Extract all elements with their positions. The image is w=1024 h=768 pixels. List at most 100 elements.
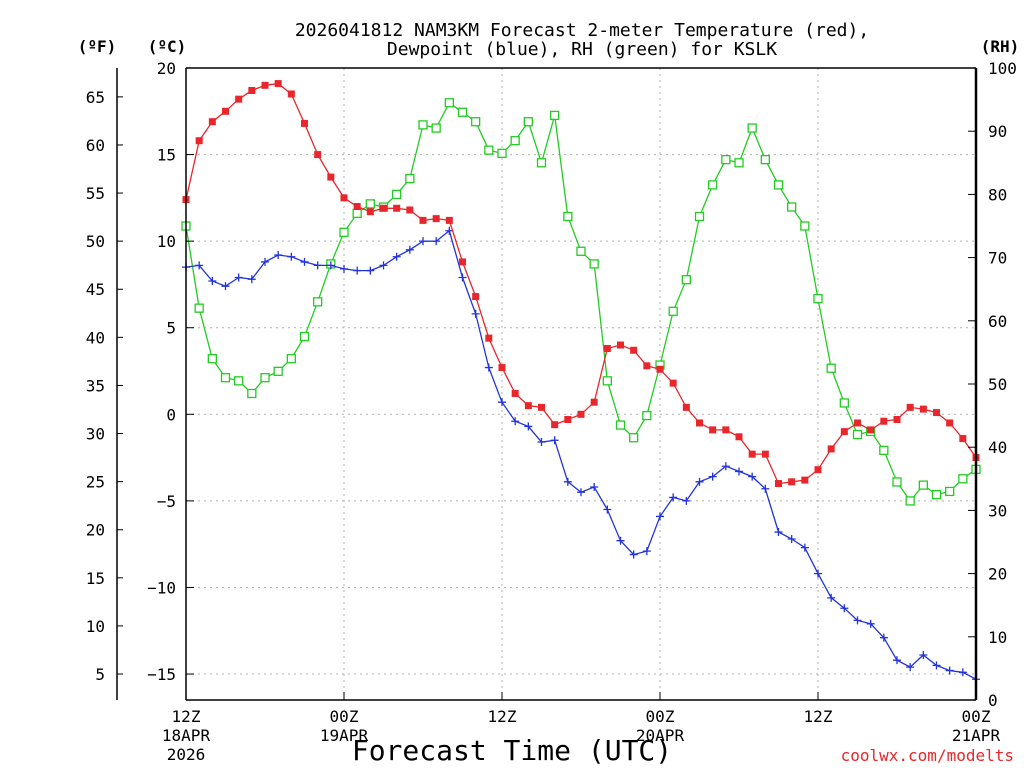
dewpoint-point xyxy=(498,398,506,407)
temp-point xyxy=(669,379,677,387)
dewpoint-point xyxy=(432,237,441,246)
rh-point xyxy=(220,373,231,383)
temp-point xyxy=(735,433,743,441)
rh-tick-label: 20 xyxy=(988,565,1007,584)
dewpoint-point xyxy=(221,282,230,291)
fahrenheit-tick-label: 50 xyxy=(86,232,105,251)
dewpoint-point xyxy=(234,273,243,282)
dewpoint-point xyxy=(577,488,585,497)
fahrenheit-tick-label: 65 xyxy=(86,88,105,107)
dewpoint-point xyxy=(958,668,967,677)
fahrenheit-tick-label: 60 xyxy=(86,136,105,155)
rh-point xyxy=(234,376,244,386)
dewpoint-point xyxy=(274,251,283,260)
temp-point xyxy=(353,203,361,211)
dewpoint-point xyxy=(682,496,691,505)
time-tick-label: 00Z xyxy=(962,707,991,726)
rh-point xyxy=(879,445,889,456)
x-axis-title: Forecast Time (UTC) xyxy=(352,734,672,767)
time-tick-label: 12Z xyxy=(172,707,201,726)
temp-point xyxy=(314,151,322,159)
temp-point xyxy=(380,204,387,212)
fahrenheit-tick-label: 45 xyxy=(86,280,105,299)
temp-point xyxy=(327,173,335,181)
dewpoint-point xyxy=(261,257,269,266)
rh-point xyxy=(747,123,757,133)
temp-point xyxy=(551,421,559,429)
rh-point xyxy=(431,123,441,133)
rh-point xyxy=(286,354,296,364)
temp-point xyxy=(854,419,861,427)
temp-point xyxy=(880,417,888,425)
time-tick-label: 21APR xyxy=(952,726,1001,745)
temp-point xyxy=(840,428,848,436)
time-tick-label: 2026 xyxy=(167,745,206,764)
temp-point xyxy=(432,215,440,223)
time-tick-label: 20APR xyxy=(636,726,685,745)
dewpoint-point xyxy=(748,472,757,481)
celsius-tick-label: −5 xyxy=(157,492,176,511)
dewpoint-point xyxy=(326,261,335,270)
temp-point xyxy=(472,293,480,301)
time-tick-label: 12Z xyxy=(488,707,517,726)
temp-point xyxy=(761,450,769,458)
temp-point xyxy=(287,90,295,98)
fahrenheit-axis: 65 60 55 50 45 40 35 30 25 20 15 10 5 xyxy=(86,68,123,700)
temp-point xyxy=(301,119,308,127)
rh-point xyxy=(668,306,678,316)
rh-point xyxy=(299,331,310,342)
celsius-axis: 20 15 10 5 0 −5 −10 −15 xyxy=(147,59,194,684)
fahrenheit-tick-label: 30 xyxy=(86,425,105,444)
dewpoint-point xyxy=(340,264,348,273)
rh-point xyxy=(945,486,955,497)
temp-point xyxy=(959,435,967,443)
credit-link[interactable]: coolwx.com/modelts xyxy=(841,746,1014,765)
temp-point xyxy=(682,403,690,411)
time-tick-label: 12Z xyxy=(804,707,833,726)
rh-point xyxy=(273,366,283,377)
rh-point xyxy=(721,154,731,165)
dewpoint-point xyxy=(208,276,217,285)
dewpoint-point xyxy=(708,472,717,481)
temp-point xyxy=(393,204,401,212)
temp-point xyxy=(643,362,651,370)
rh-tick-label: 70 xyxy=(988,249,1007,268)
temp-point xyxy=(261,81,269,89)
rh-point xyxy=(813,294,823,304)
temp-point xyxy=(564,415,572,423)
rh-point xyxy=(405,173,415,184)
dewpoint-point xyxy=(603,505,612,514)
temp-point xyxy=(775,480,782,488)
temp-point xyxy=(617,341,624,349)
chart-title-line2: Dewpoint (blue), RH (green) for KSLK xyxy=(387,39,777,60)
fahrenheit-unit-label: (ºF) xyxy=(78,37,117,56)
temp-point xyxy=(696,419,703,427)
temp-point xyxy=(485,334,493,342)
series-rh-line xyxy=(185,101,977,502)
dewpoint-point xyxy=(484,363,493,372)
dewpoint-point xyxy=(840,604,849,613)
dewpoint-point xyxy=(879,633,888,642)
dewpoint-point xyxy=(590,483,599,492)
dewpoint-point xyxy=(563,477,572,486)
temp-point xyxy=(603,345,611,353)
dewpoint-point xyxy=(405,245,414,254)
temp-point xyxy=(748,450,756,458)
temp-point xyxy=(524,402,532,410)
time-tick-label: 00Z xyxy=(330,707,359,726)
series-dew xyxy=(182,226,980,684)
celsius-tick-label: −10 xyxy=(147,578,176,597)
rh-point xyxy=(589,259,599,269)
temp-point xyxy=(893,415,901,423)
dewpoint-point xyxy=(656,512,664,521)
series-rh xyxy=(181,98,981,506)
temp-point xyxy=(222,107,229,115)
celsius-tick-label: 10 xyxy=(157,232,176,251)
temp-point xyxy=(577,410,585,418)
dewpoint-point xyxy=(893,656,901,665)
celsius-tick-label: 15 xyxy=(157,146,176,165)
dewpoint-point xyxy=(853,616,862,625)
celsius-tick-label: 0 xyxy=(166,405,176,424)
dewpoint-point xyxy=(814,569,822,578)
